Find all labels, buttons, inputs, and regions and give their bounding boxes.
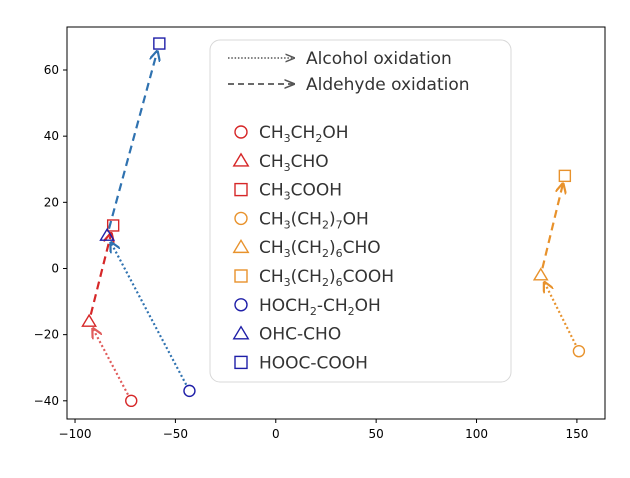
plot-area-frame — [66, 26, 606, 420]
legend: Alcohol oxidation Aldehyde oxidation CH3C… — [209, 39, 512, 383]
legend-marker-ch3ch2oh — [234, 125, 248, 139]
y-tick-label: 60 — [44, 63, 59, 77]
legend-arrow-entries: Alcohol oxidation Aldehyde oxidation — [228, 49, 470, 95]
point-ch3-ch2-6cho — [532, 267, 549, 281]
legend-marker-ch3cho — [232, 152, 250, 167]
legend-marker-ch3-ch2-6cho — [232, 238, 250, 254]
arrows-layer — [89, 51, 577, 396]
x-tick-label: 150 — [565, 427, 588, 441]
x-tick-label: 50 — [369, 427, 384, 441]
legend-label-hooc-cooh: HOOC-COOH — [259, 353, 368, 373]
legend-label-alcohol-oxidation: Alcohol oxidation — [306, 49, 452, 69]
point-ch3-ch2-7oh — [572, 344, 586, 358]
legend-marker-ch3-ch2-6cooh — [234, 269, 248, 283]
x-tick-label: 100 — [465, 427, 488, 441]
legend-marker-ch3cooh — [234, 182, 248, 197]
point-hooc-cooh — [153, 37, 166, 50]
dashed-arrow-1 — [89, 233, 111, 315]
point-hoch2-ch2oh — [183, 384, 196, 398]
point-ch3ch2oh — [125, 394, 138, 408]
legend-label-ch3cho: CH3CHO — [259, 152, 329, 174]
y-tick-label: 40 — [44, 129, 59, 143]
y-tick-label: −20 — [34, 328, 59, 342]
dashed-arrow-3 — [541, 184, 563, 269]
legend-label-aldehyde-oxidation: Aldehyde oxidation — [306, 75, 470, 95]
y-tick-label: 0 — [51, 261, 59, 275]
dotted-arrow-0 — [93, 328, 129, 396]
point-ch3-ch2-6cooh — [558, 169, 572, 183]
x-tick-label: −50 — [163, 427, 188, 441]
point-ch3cooh — [106, 219, 120, 232]
legend-marker-hooc-cooh — [234, 355, 248, 370]
legend-marker-ch3-ch2-7oh — [234, 211, 248, 226]
x-tick-label: 0 — [272, 427, 280, 441]
markers-layer — [81, 37, 586, 408]
legend-label-ch3-ch2-7oh: CH3(CH2)7OH — [259, 209, 369, 231]
legend-series-entries: CH3CH2OH CH3CHO CH3COOH CH3(CH2)7OH CH3(CH2)… — [232, 123, 394, 373]
y-axis: −40 −20 0 20 40 60 — [34, 63, 67, 408]
legend-label-ch3cooh: CH3COOH — [259, 181, 342, 203]
legend-label-ch3-ch2-6cooh: CH3(CH2)6COOH — [259, 267, 394, 289]
legend-label-ch3ch2oh: CH3CH2OH — [259, 123, 348, 145]
legend-box — [209, 39, 512, 383]
legend-label-hoch2-ch2oh: HOCH2-CH2OH — [259, 296, 381, 318]
x-axis: −100 −50 0 50 100 150 — [59, 419, 588, 441]
legend-label-ohc-cho: OHC-CHO — [259, 325, 341, 345]
point-ohc-cho — [99, 227, 116, 241]
dashed-arrow-5 — [107, 51, 157, 229]
legend-label-ch3-ch2-6cho: CH3(CH2)6CHO — [259, 238, 381, 260]
dotted-arrow-4 — [111, 242, 188, 386]
dotted-arrow-2 — [544, 282, 577, 346]
x-tick-label: −100 — [59, 427, 92, 441]
y-tick-label: −40 — [34, 394, 59, 408]
legend-marker-ohc-cho — [232, 325, 250, 340]
legend-marker-hoch2-ch2oh — [234, 298, 248, 312]
point-ch3cho — [81, 313, 97, 327]
y-tick-label: 20 — [44, 195, 59, 209]
